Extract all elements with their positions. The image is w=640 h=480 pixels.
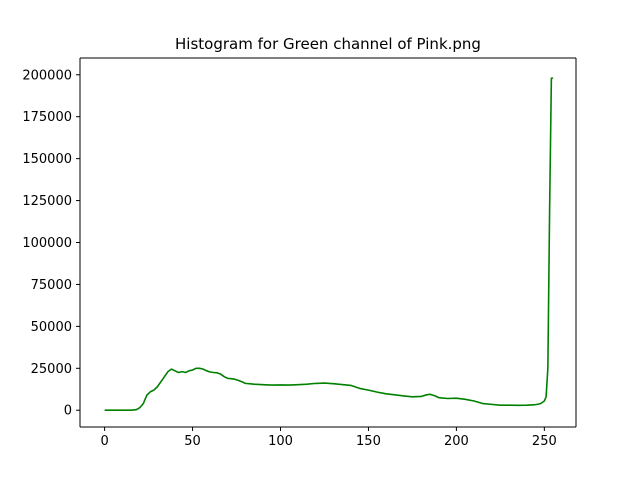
y-tick-label: 0 <box>64 404 72 419</box>
y-tick-label: 100000 <box>22 236 72 251</box>
x-tick-label: 0 <box>100 434 108 449</box>
series-line-0 <box>104 77 554 412</box>
chart-title: Histogram for Green channel of Pink.png <box>175 35 481 53</box>
plot-area: 0 50 100 150 200 250 0 25000 50000 75000 100000 125… <box>22 57 577 449</box>
y-tick-label: 200000 <box>22 68 72 83</box>
y-tick-label: 175000 <box>22 110 72 125</box>
x-tick-label: 200 <box>444 434 469 449</box>
x-tick-label: 100 <box>268 434 293 449</box>
y-tick-label: 25000 <box>31 362 72 377</box>
y-tick-label: 125000 <box>22 194 72 209</box>
x-tick-label: 150 <box>356 434 381 449</box>
y-tick-label: 75000 <box>31 278 72 293</box>
x-tick-label: 50 <box>184 434 201 449</box>
y-tick-label: 150000 <box>22 152 72 167</box>
x-tick-label: 250 <box>532 434 557 449</box>
y-tick-label: 50000 <box>31 320 72 335</box>
